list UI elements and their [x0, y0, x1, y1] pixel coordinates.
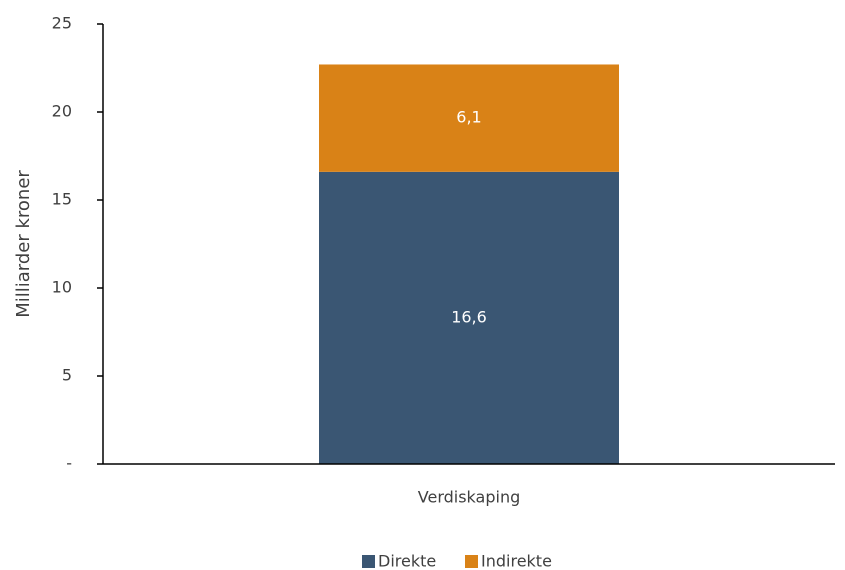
x-tick-label: Verdiskaping [418, 488, 520, 507]
y-tick-label: 25 [52, 14, 72, 33]
data-label: 16,6 [451, 307, 487, 326]
bar-segment [319, 171, 619, 464]
y-tick-label: 20 [52, 102, 72, 121]
legend-label: Direkte [378, 552, 436, 570]
legend-swatch [362, 555, 375, 568]
y-tick-label: - [66, 454, 72, 473]
legend-label: Indirekte [481, 552, 552, 570]
y-tick-label: 15 [52, 190, 72, 209]
legend-swatch [465, 555, 478, 568]
data-label: 6,1 [456, 108, 481, 127]
y-tick-label: 5 [62, 366, 72, 385]
y-axis-label: Milliarder kroner [13, 170, 34, 318]
y-tick-label: 10 [52, 278, 72, 297]
bar-segment [319, 64, 619, 172]
